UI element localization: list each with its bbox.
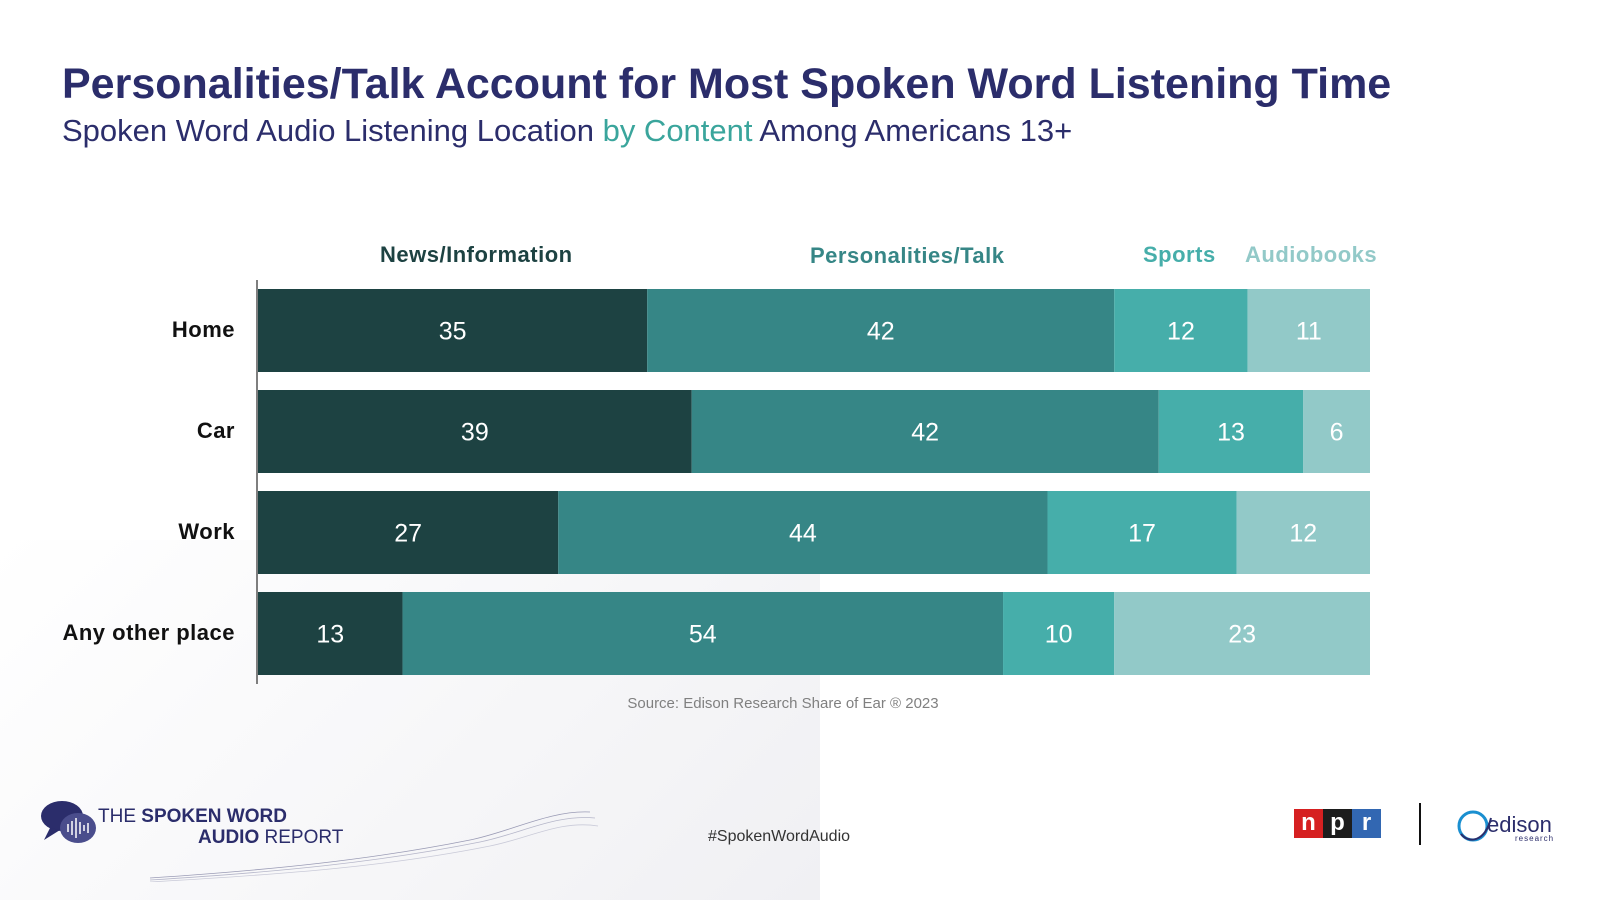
npr-letter-r: r xyxy=(1352,809,1381,838)
page-title: Personalities/Talk Account for Most Spok… xyxy=(62,60,1392,108)
hashtag: #SpokenWordAudio xyxy=(708,828,851,845)
logo-divider xyxy=(1419,803,1421,845)
legend-news: News/Information xyxy=(380,242,573,267)
bar-segment-3-0 xyxy=(258,592,403,675)
legend-audiobooks: Audiobooks xyxy=(1245,242,1378,267)
bar-label-1-1: 42 xyxy=(911,419,939,447)
bar-segment-0-3 xyxy=(1247,289,1370,372)
edison-sub: research xyxy=(1515,834,1555,843)
brand-line2: AUDIO REPORT xyxy=(198,827,344,848)
bar-label-3-0: 13 xyxy=(316,621,344,649)
bar-label-0-0: 35 xyxy=(439,318,467,346)
subtitle-highlight: by Content xyxy=(602,113,753,148)
bar-segment-2-3 xyxy=(1236,491,1370,574)
category-label-car: Car xyxy=(196,418,235,443)
npr-logo: n p r xyxy=(1294,809,1381,838)
npr-letter-n: n xyxy=(1294,809,1323,838)
bar-segment-1-1 xyxy=(691,390,1159,473)
bar-segment-0-1 xyxy=(647,289,1115,372)
brand-line1: THE SPOKEN WORD xyxy=(98,806,287,827)
subtitle-part2: Among Americans 13+ xyxy=(752,113,1073,148)
bar-label-1-0: 39 xyxy=(461,419,489,447)
bar-segment-2-2 xyxy=(1047,491,1237,574)
bar-segment-3-1 xyxy=(402,592,1004,675)
bar-label-3-3: 23 xyxy=(1228,621,1256,649)
category-label-other: Any other place xyxy=(62,620,235,645)
source-note: Source: Edison Research Share of Ear ® 2… xyxy=(627,695,939,712)
legend-personalities: Personalities/Talk xyxy=(810,243,1005,268)
category-label-home: Home xyxy=(171,317,235,342)
wave-decoration xyxy=(150,811,599,882)
bar-label-2-1: 44 xyxy=(789,520,817,548)
bar-segment-1-2 xyxy=(1158,390,1304,473)
bar-segment-3-2 xyxy=(1003,592,1115,675)
bar-label-1-3: 6 xyxy=(1330,419,1344,447)
bar-label-3-2: 10 xyxy=(1045,621,1073,649)
bar-segment-3-3 xyxy=(1114,592,1370,675)
bar-label-0-3: 11 xyxy=(1296,318,1322,346)
edison-research-logo: edison research xyxy=(1455,804,1555,848)
npr-letter-p: p xyxy=(1323,809,1352,838)
page-subtitle: Spoken Word Audio Listening Location by … xyxy=(62,113,1072,149)
speech-bubble-icon xyxy=(41,801,96,843)
bar-label-0-2: 12 xyxy=(1167,318,1195,346)
subtitle-part1: Spoken Word Audio Listening Location xyxy=(62,113,603,148)
bar-segment-1-3 xyxy=(1303,390,1370,473)
category-label-work: Work xyxy=(178,519,235,544)
bar-segment-0-0 xyxy=(258,289,648,372)
bars-group: 35 42 12 11 39 42 13 6 27 44 17 12 13 54 10 23 xyxy=(258,289,1370,675)
edison-swirl-icon xyxy=(1457,810,1492,842)
bar-label-3-1: 54 xyxy=(689,621,717,649)
edison-word: edison xyxy=(1487,812,1552,837)
bar-segment-2-1 xyxy=(558,491,1048,574)
bar-segment-1-0 xyxy=(258,390,692,473)
bar-label-2-2: 17 xyxy=(1128,520,1156,548)
bar-label-2-3: 12 xyxy=(1289,520,1317,548)
bar-label-2-0: 27 xyxy=(394,520,422,548)
bar-label-1-2: 13 xyxy=(1217,419,1245,447)
spoken-word-report-logo: THE SPOKEN WORD AUDIO REPORT xyxy=(40,800,599,882)
bar-label-0-1: 42 xyxy=(867,318,895,346)
bar-segment-2-0 xyxy=(258,491,559,574)
bar-segment-0-2 xyxy=(1114,289,1248,372)
legend-sports: Sports xyxy=(1143,242,1216,267)
